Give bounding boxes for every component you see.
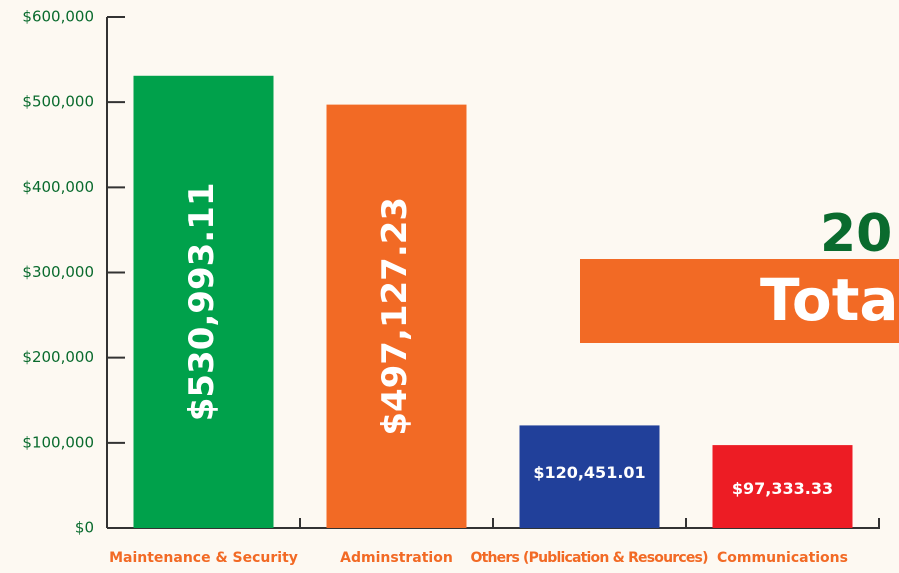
value-label: $120,451.01: [533, 463, 645, 482]
y-tick-label: $200,000: [22, 348, 94, 366]
bar: [519, 425, 660, 528]
y-tick-label: $100,000: [22, 433, 94, 451]
value-label: $530,993.11: [182, 183, 222, 422]
year-text: 20: [820, 204, 892, 264]
bar: [712, 445, 853, 528]
y-tick-label: $400,000: [22, 178, 94, 196]
bar: [133, 75, 274, 528]
y-tick-label: $300,000: [22, 263, 94, 281]
bar: [326, 104, 467, 528]
y-tick-label: $0: [75, 519, 94, 537]
y-tick-label: $500,000: [22, 93, 94, 111]
total-text: Total: [760, 266, 899, 334]
x-tick-label: Adminstration: [340, 550, 453, 566]
x-tick-label: Communications: [717, 550, 848, 566]
value-label: $497,127.23: [375, 197, 415, 436]
y-tick-label: $600,000: [22, 8, 94, 26]
x-tick-label: Others (Publication & Resources): [471, 550, 709, 566]
banner: [580, 259, 899, 343]
x-tick-label: Maintenance & Security: [109, 550, 298, 566]
value-label: $97,333.33: [732, 479, 833, 498]
